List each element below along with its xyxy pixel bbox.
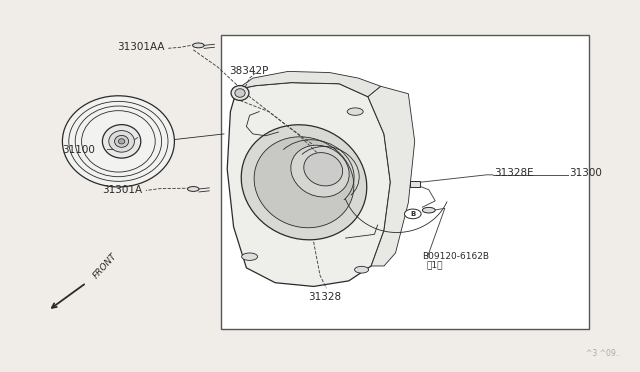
Ellipse shape [235, 89, 245, 97]
Ellipse shape [348, 108, 364, 115]
Bar [410, 181, 420, 187]
Ellipse shape [63, 96, 174, 187]
Ellipse shape [231, 86, 249, 100]
Ellipse shape [102, 125, 141, 158]
Text: 31100: 31100 [62, 145, 95, 154]
Ellipse shape [109, 131, 134, 152]
Ellipse shape [193, 43, 204, 48]
Text: FRONT: FRONT [92, 251, 119, 280]
Bar [221, 35, 589, 329]
Ellipse shape [304, 153, 342, 186]
Text: 31328E: 31328E [494, 168, 534, 178]
Ellipse shape [118, 139, 125, 144]
Text: ^3 ^09..: ^3 ^09.. [586, 349, 621, 358]
Ellipse shape [422, 208, 435, 213]
Polygon shape [227, 83, 390, 286]
Text: B09120-6162B: B09120-6162B [422, 252, 490, 261]
Ellipse shape [188, 186, 199, 192]
Ellipse shape [291, 145, 349, 197]
Text: 38342P: 38342P [229, 67, 269, 76]
Ellipse shape [355, 266, 369, 273]
Text: 31328: 31328 [308, 292, 342, 302]
Text: 31300: 31300 [570, 168, 602, 178]
Text: 31301AA: 31301AA [118, 42, 165, 52]
Ellipse shape [115, 135, 129, 147]
Text: B: B [410, 211, 415, 217]
Polygon shape [368, 86, 415, 266]
Circle shape [404, 209, 421, 219]
Ellipse shape [254, 137, 354, 228]
Polygon shape [237, 71, 381, 97]
Ellipse shape [242, 253, 258, 260]
Text: 31301A: 31301A [102, 186, 142, 195]
Ellipse shape [241, 125, 367, 240]
Text: （1）: （1） [427, 260, 444, 269]
